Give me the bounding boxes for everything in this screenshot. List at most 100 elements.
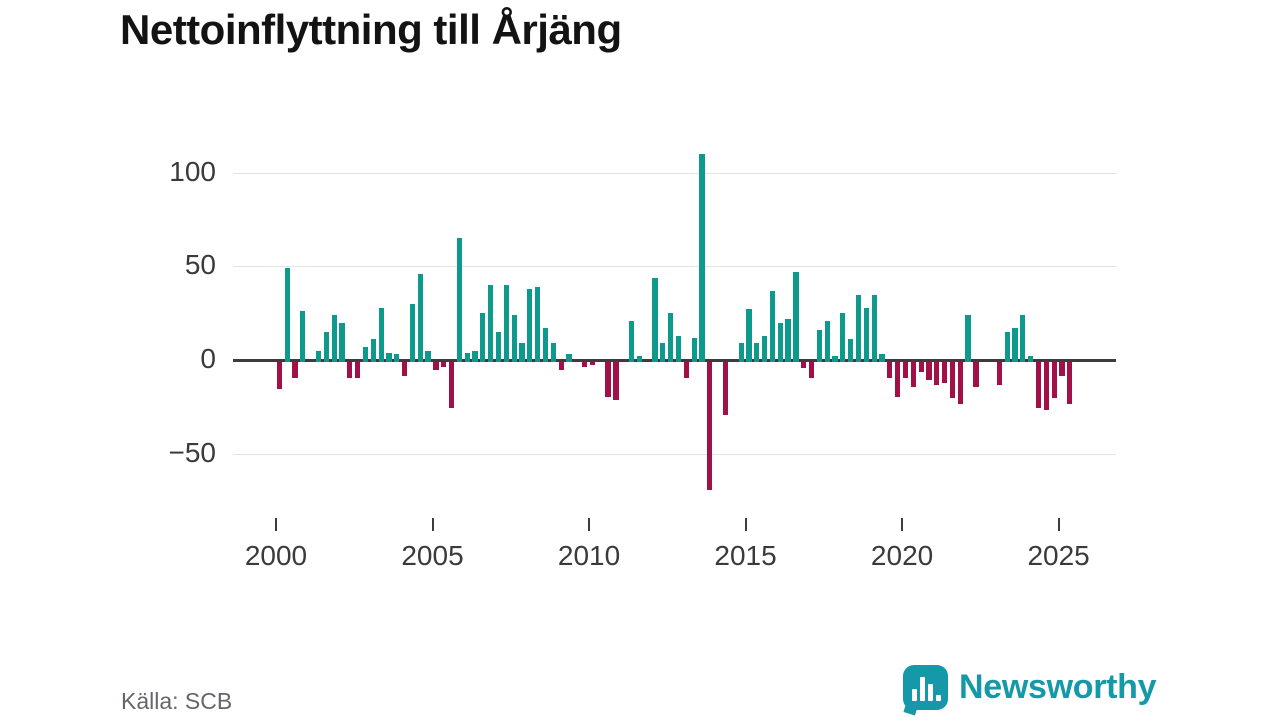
- bar: [370, 339, 376, 362]
- bar: [495, 331, 502, 362]
- bar: [582, 359, 588, 367]
- bar: [1004, 331, 1010, 362]
- bar: [527, 288, 533, 362]
- logo-dot-icon: [936, 695, 941, 701]
- x-tick-mark: [744, 518, 747, 531]
- bar: [464, 352, 470, 362]
- bar: [323, 331, 329, 362]
- bar: [738, 343, 744, 362]
- bar: [394, 354, 400, 362]
- bar: [605, 359, 611, 397]
- bar: [801, 359, 807, 369]
- bar: [1035, 359, 1042, 408]
- bar: [1051, 359, 1057, 399]
- bar: [816, 330, 822, 362]
- bar: [895, 359, 901, 397]
- bar: [613, 359, 619, 401]
- bar: [628, 320, 635, 362]
- brand-wordmark: Newsworthy: [959, 668, 1157, 706]
- bar: [871, 294, 877, 362]
- bar: [441, 359, 447, 367]
- bar: [331, 315, 337, 362]
- x-tick-label: 2010: [557, 540, 621, 571]
- bar: [996, 359, 1002, 386]
- bar: [840, 313, 846, 362]
- gridline: [233, 172, 1116, 174]
- bar: [808, 359, 815, 378]
- bar: [276, 359, 282, 390]
- bar: [448, 359, 455, 408]
- x-tick-mark: [1057, 518, 1060, 531]
- bar: [472, 350, 478, 362]
- logo-bar-icon: [928, 684, 933, 701]
- bar: [926, 359, 932, 380]
- bar: [777, 322, 783, 362]
- logo-bar-icon: [912, 689, 917, 701]
- bar: [417, 273, 423, 362]
- gridline: [233, 453, 1116, 455]
- y-tick-label: 0: [200, 343, 216, 374]
- bar: [934, 359, 940, 386]
- bar: [433, 359, 439, 371]
- brand-footer: Newsworthy: [903, 665, 1157, 716]
- bar: [863, 307, 869, 362]
- bar: [879, 354, 885, 362]
- bar: [300, 311, 306, 362]
- bar: [1012, 328, 1018, 362]
- bar: [550, 343, 556, 362]
- bar: [675, 335, 682, 362]
- bar: [785, 318, 791, 362]
- bar: [769, 290, 776, 362]
- chart-title: Nettoinflyttning till Årjäng: [120, 6, 622, 53]
- bar: [660, 343, 666, 362]
- bar: [339, 322, 345, 362]
- bar: [699, 154, 705, 362]
- bar: [918, 359, 924, 373]
- bar: [683, 359, 689, 378]
- bar: [965, 315, 971, 362]
- x-tick-mark: [588, 518, 591, 531]
- logo-bar-icon: [920, 677, 925, 701]
- bar: [456, 238, 462, 362]
- bar: [1020, 315, 1026, 362]
- bar: [722, 359, 729, 416]
- bar: [535, 287, 541, 362]
- bar: [887, 359, 893, 378]
- bar: [832, 356, 838, 362]
- bar: [425, 350, 431, 362]
- bar: [519, 343, 525, 362]
- y-tick-label: 100: [169, 155, 216, 187]
- bar: [636, 356, 642, 362]
- bar: [942, 359, 948, 384]
- y-tick-label: 50: [184, 249, 216, 281]
- x-tick-label: 2000: [244, 540, 308, 571]
- bar: [824, 320, 830, 362]
- bar: [480, 313, 486, 362]
- bar: [746, 309, 752, 362]
- bar: [511, 315, 517, 362]
- bar: [347, 359, 353, 378]
- bar: [402, 359, 408, 376]
- bar: [292, 359, 298, 378]
- bar: [355, 359, 361, 378]
- x-tick-label: 2015: [714, 540, 777, 571]
- x-axis-zero-line: [233, 358, 1116, 362]
- x-tick-label: 2005: [401, 540, 464, 571]
- bar: [1043, 359, 1049, 410]
- bar: [762, 335, 768, 362]
- bar: [315, 350, 322, 362]
- bar: [378, 307, 384, 362]
- newsworthy-logo-icon: [903, 665, 948, 716]
- bar: [386, 352, 392, 362]
- bar: [362, 346, 369, 362]
- gridline: [233, 266, 1116, 268]
- bar: [589, 359, 596, 365]
- bar: [558, 359, 564, 371]
- bar: [707, 359, 713, 491]
- x-tick-label: 2020: [870, 540, 934, 571]
- x-tick-mark: [901, 518, 904, 531]
- bar: [957, 359, 963, 405]
- bar: [793, 272, 799, 362]
